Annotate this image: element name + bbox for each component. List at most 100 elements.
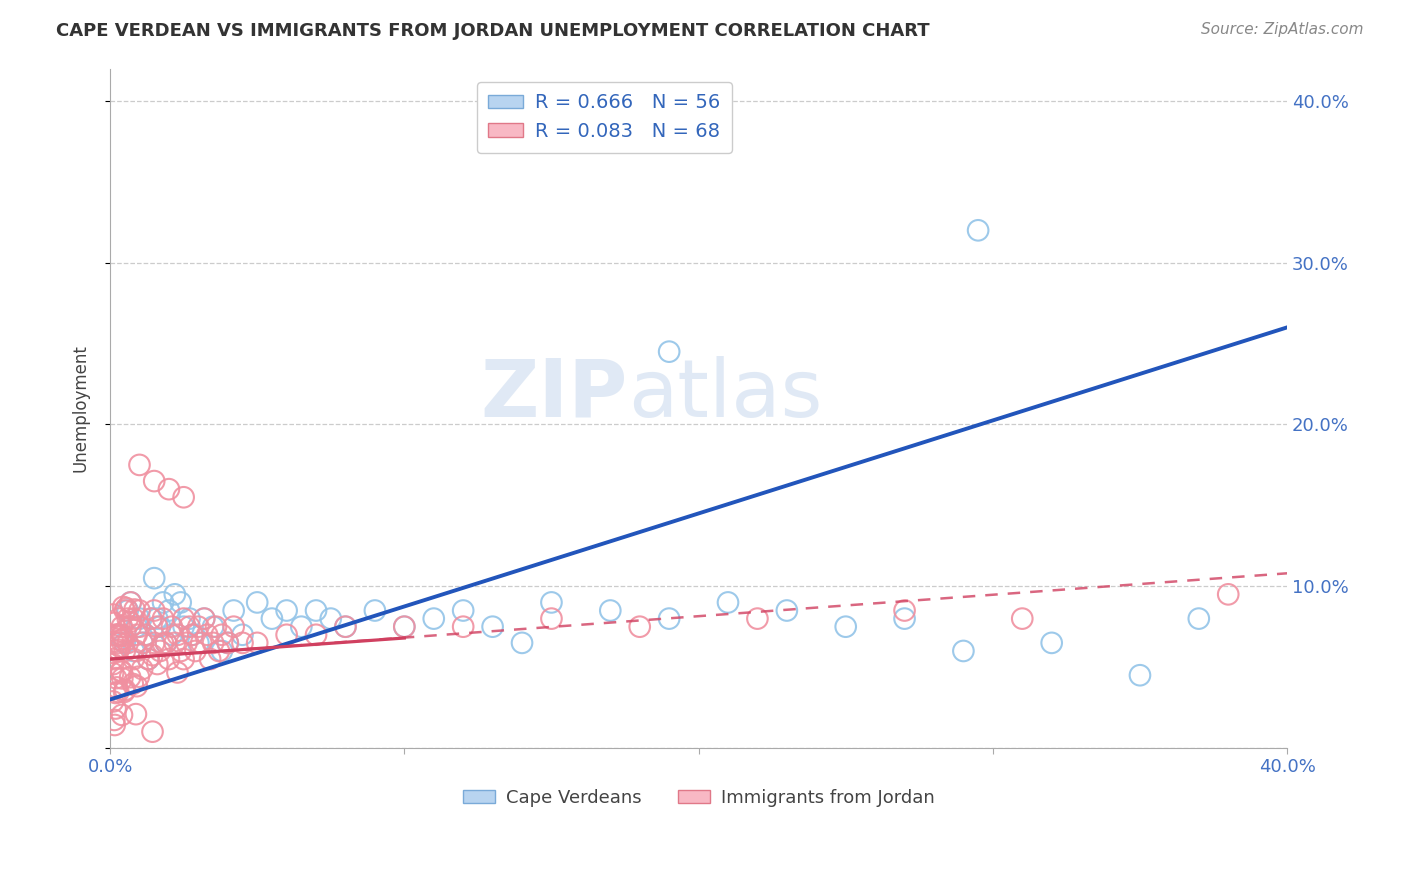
Point (108, 636, 131, 650)
Point (115, 601, 138, 615)
Point (231, 628, 253, 642)
Point (118, 615, 141, 629)
Point (155, 636, 177, 650)
Point (111, 629, 134, 643)
Point (335, 620, 357, 634)
Point (101, 652, 124, 666)
Point (117, 603, 139, 617)
Point (107, 629, 129, 643)
Point (128, 620, 150, 634)
Point (128, 458, 150, 472)
Y-axis label: Unemployment: Unemployment (72, 344, 89, 472)
Point (179, 620, 201, 634)
Point (114, 636, 136, 650)
Point (112, 685, 135, 699)
Point (747, 612, 769, 626)
Point (136, 652, 159, 666)
Point (319, 612, 342, 626)
Point (107, 642, 129, 657)
Point (170, 644, 193, 658)
Point (125, 620, 148, 634)
Point (166, 628, 188, 642)
Point (211, 644, 233, 658)
Point (540, 595, 562, 609)
Point (217, 636, 239, 650)
Point (108, 612, 131, 626)
Point (217, 636, 239, 650)
Point (246, 636, 269, 650)
Point (157, 652, 180, 666)
Point (124, 602, 146, 616)
Point (110, 640, 132, 654)
Point (131, 662, 153, 676)
Point (110, 665, 132, 679)
Point (1129, 668, 1152, 682)
Point (143, 636, 166, 650)
Point (111, 707, 134, 722)
Point (208, 644, 231, 658)
Point (599, 603, 621, 617)
Point (187, 620, 209, 634)
Point (834, 620, 856, 634)
Point (451, 603, 474, 617)
Point (157, 482, 180, 496)
Point (125, 644, 148, 658)
Point (105, 681, 128, 695)
Point (101, 666, 124, 681)
Point (110, 664, 132, 678)
Point (181, 628, 204, 642)
Point (149, 620, 172, 634)
Point (114, 603, 136, 617)
Point (198, 652, 221, 666)
Point (122, 612, 145, 626)
Point (105, 671, 128, 685)
Point (128, 612, 150, 626)
Point (101, 657, 124, 672)
Point (181, 628, 204, 642)
Point (335, 620, 357, 634)
Point (112, 599, 135, 614)
Point (246, 595, 269, 609)
Point (222, 603, 245, 617)
Point (107, 685, 129, 699)
Point (394, 620, 416, 634)
Point (776, 603, 799, 617)
Point (120, 620, 142, 634)
Point (149, 644, 172, 658)
Point (143, 571, 166, 585)
Point (176, 636, 198, 650)
Point (1040, 636, 1063, 650)
Point (104, 718, 127, 732)
Point (125, 628, 148, 642)
Point (104, 628, 127, 642)
Point (510, 636, 533, 650)
Point (290, 620, 312, 634)
Point (120, 670, 142, 684)
Point (111, 672, 134, 686)
Point (125, 679, 148, 693)
Point (110, 633, 132, 648)
Point (231, 636, 253, 650)
Point (423, 612, 446, 626)
Point (202, 620, 225, 634)
Point (125, 707, 148, 722)
Point (166, 665, 188, 680)
Point (160, 620, 183, 634)
Point (134, 628, 156, 642)
Point (305, 603, 328, 617)
Point (276, 603, 298, 617)
Point (131, 636, 153, 650)
Point (173, 612, 195, 626)
Point (103, 615, 125, 630)
Point (141, 612, 163, 626)
Point (152, 636, 174, 650)
Point (394, 620, 416, 634)
Point (104, 644, 127, 658)
Point (108, 628, 131, 642)
Point (111, 620, 134, 634)
Point (276, 628, 298, 642)
Point (101, 694, 124, 708)
Point (157, 603, 180, 617)
Point (260, 612, 283, 626)
Point (364, 603, 387, 617)
